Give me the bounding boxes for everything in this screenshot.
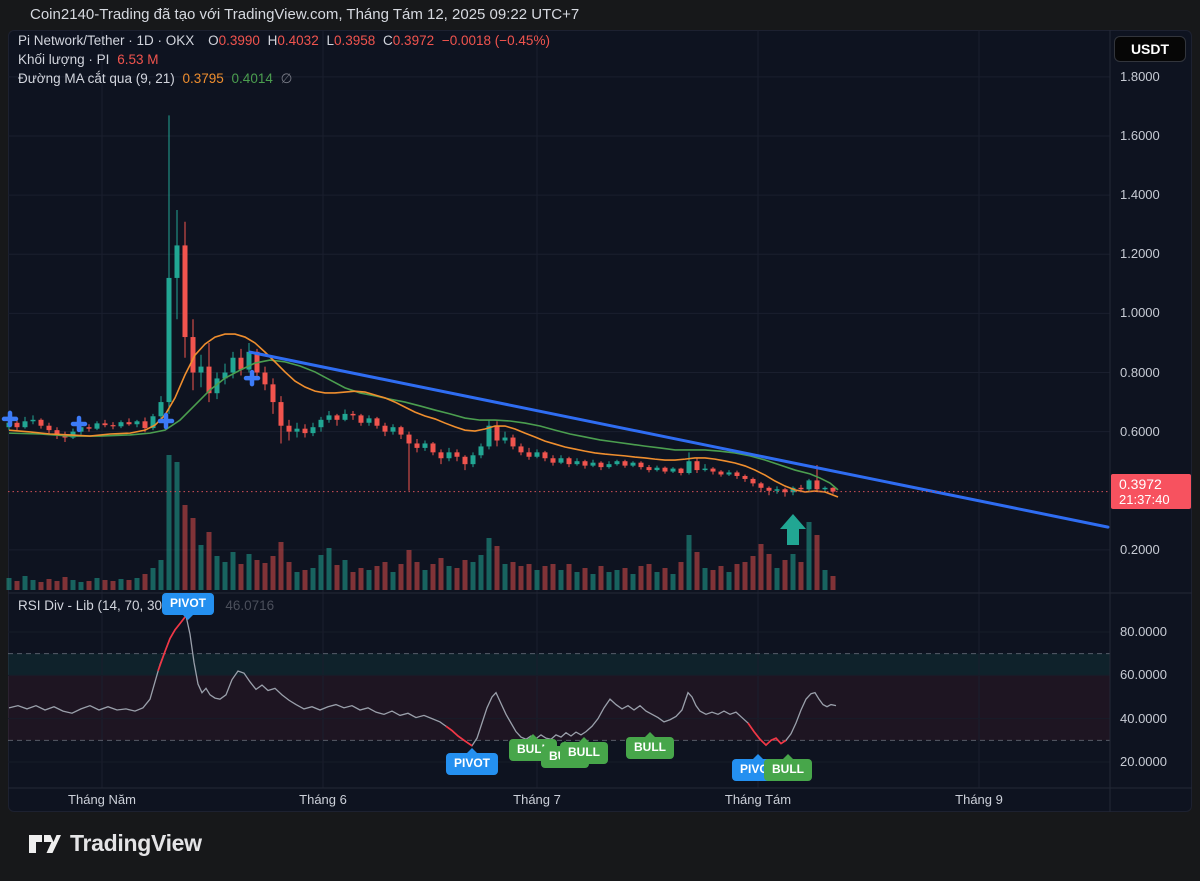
price-axis-tick: 0.8000 (1120, 364, 1160, 380)
high-label: H (267, 33, 278, 48)
tradingview-logo-icon (29, 834, 61, 853)
pivot-callout-label: PIVOT (161, 593, 215, 620)
price-axis-tick: 0.6000 (1120, 423, 1160, 439)
rsi-axis-tick: 60.0000 (1120, 667, 1167, 683)
rsi-indicator-value: 46.0716 (225, 598, 275, 613)
time-axis-label: Tháng 6 (299, 792, 347, 807)
bull-callout-label: BULL (764, 754, 812, 781)
price-axis-tick: 1.4000 (1120, 187, 1160, 203)
rsi-axis-tick: 80.0000 (1120, 623, 1167, 639)
price-axis-tick: 1.8000 (1120, 68, 1160, 84)
last-price-tag: 0.3972 21:37:40 (1111, 474, 1191, 509)
change-value: −0.0018 (−0.45%) (441, 33, 550, 48)
attribution-text: Coin2140-Trading đã tạo với TradingView.… (30, 6, 580, 23)
low-value: 0.3958 (333, 33, 376, 48)
ma-cross-symbol-icon: ∅ (280, 71, 293, 86)
pivot-callout-label: PIVOT (445, 748, 499, 775)
ma-cross-label: Đường MA cắt qua (9, 21) (18, 71, 175, 86)
close-value: 0.3972 (392, 33, 435, 48)
time-axis-label: Tháng Tám (724, 792, 792, 807)
time-axis-label: Tháng Năm (68, 792, 136, 807)
tradingview-logo[interactable]: TradingView (28, 830, 202, 857)
bar-countdown: 21:37:40 (1119, 492, 1170, 507)
ma-fast-value: 0.3795 (182, 71, 224, 86)
volume-label: Khối lượng · PI (18, 52, 110, 67)
rsi-axis-tick: 20.0000 (1120, 753, 1167, 769)
close-label: C (383, 33, 393, 48)
time-axis-label: Tháng 9 (955, 792, 1003, 807)
legend-volume-row[interactable]: Khối lượng · PI 6.53 M (18, 52, 162, 67)
volume-value: 6.53 M (117, 52, 159, 67)
legend-symbol-row[interactable]: Pi Network/Tether · 1D · OKX O0.3990 H0.… (18, 33, 554, 48)
last-price-value: 0.3972 (1119, 476, 1162, 492)
price-axis-tick: 1.0000 (1120, 305, 1160, 321)
tradingview-logo-text: TradingView (70, 830, 202, 856)
price-axis-tick: 0.2000 (1120, 541, 1160, 557)
open-value: 0.3990 (218, 33, 260, 48)
legend-ma-cross-row[interactable]: Đường MA cắt qua (9, 21) 0.3795 0.4014 ∅ (18, 71, 296, 87)
ma-slow-value: 0.4014 (231, 71, 273, 86)
symbol-title: Pi Network/Tether · 1D · OKX (18, 33, 195, 48)
time-axis-label: Tháng 7 (513, 792, 561, 807)
currency-toggle-button[interactable]: USDT (1114, 36, 1186, 62)
chart-panel[interactable] (8, 30, 1192, 812)
low-label: L (326, 33, 334, 48)
price-axis-tick: 1.6000 (1120, 128, 1160, 144)
high-value: 0.4032 (277, 33, 319, 48)
price-axis-tick: 1.2000 (1120, 246, 1160, 262)
open-label: O (208, 33, 219, 48)
bull-callout-label: BULL (560, 737, 608, 764)
rsi-indicator-legend[interactable]: RSI Div - Lib (14, 70, 30, 50, 90) 46.07… (18, 598, 274, 613)
rsi-axis-tick: 40.0000 (1120, 710, 1167, 726)
bull-callout-label: BULL (626, 732, 674, 759)
attribution-bar: Coin2140-Trading đã tạo với TradingView.… (0, 0, 1200, 30)
